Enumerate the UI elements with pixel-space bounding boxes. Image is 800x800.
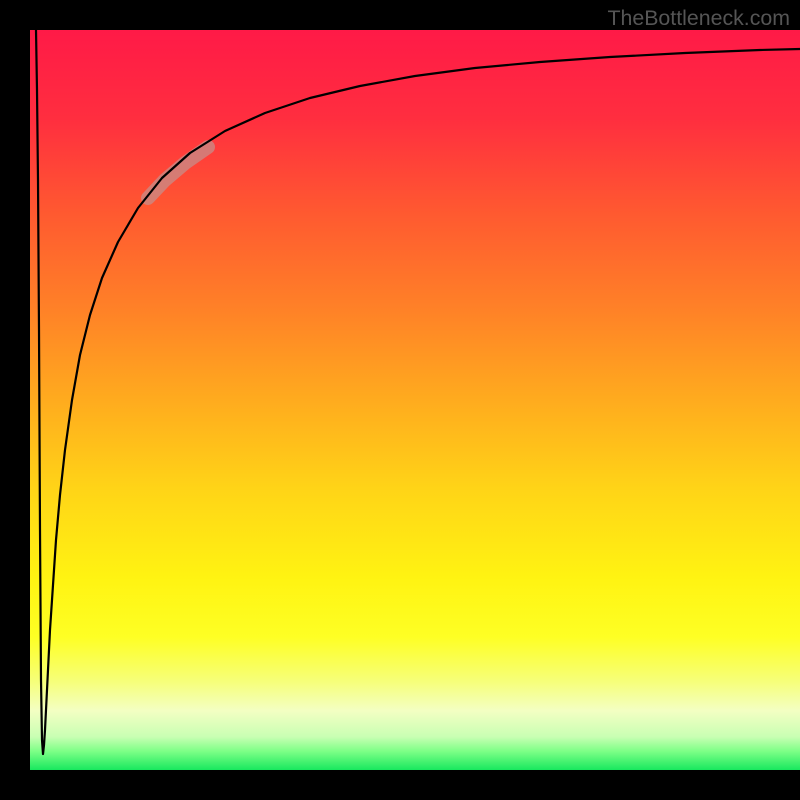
curve-layer <box>30 30 800 770</box>
figure-container: TheBottleneck.com <box>0 0 800 800</box>
watermark-text: TheBottleneck.com <box>607 6 790 31</box>
highlight-segment <box>148 147 208 198</box>
main-curve <box>36 30 800 754</box>
plot-area <box>30 30 800 770</box>
